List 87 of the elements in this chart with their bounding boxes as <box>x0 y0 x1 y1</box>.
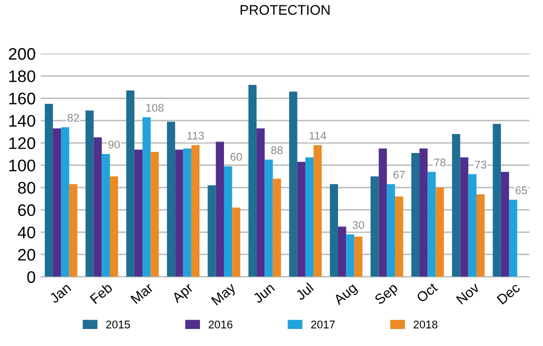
bar <box>126 90 134 277</box>
x-tick-label: May <box>210 282 238 308</box>
bar <box>289 92 298 277</box>
annotation: 114 <box>310 132 326 140</box>
bar <box>272 178 282 277</box>
bar <box>110 176 118 277</box>
bar <box>61 127 70 277</box>
bar <box>69 184 78 277</box>
x-tick-label: Aug <box>332 282 360 308</box>
annotation: 82 <box>68 114 79 122</box>
annotation: 108 <box>146 104 164 112</box>
bar <box>395 196 404 277</box>
y-tick-label: 200 <box>8 48 36 60</box>
bar <box>52 128 62 277</box>
bar <box>338 226 346 277</box>
y-tick-label: 20 <box>18 248 36 261</box>
bar <box>232 208 240 277</box>
annotation: 30 <box>352 220 364 229</box>
x-tick-label: Mar <box>130 282 154 304</box>
bar <box>183 148 192 277</box>
annotation: 78 <box>434 158 446 166</box>
bar <box>452 134 460 277</box>
bar <box>256 128 265 277</box>
annotation: 67 <box>393 170 405 179</box>
bar <box>509 200 518 277</box>
bar <box>264 160 273 277</box>
bar <box>386 184 396 277</box>
bar <box>216 142 224 277</box>
bar <box>150 152 159 277</box>
bar <box>94 137 102 277</box>
bar <box>86 110 94 277</box>
y-tick-label: 100 <box>9 160 36 172</box>
y-tick-label: 60 <box>18 204 36 216</box>
bar <box>102 154 110 277</box>
annotation: 65 <box>516 186 527 194</box>
bar <box>468 174 476 277</box>
bar <box>166 122 176 277</box>
y-tick-label: 120 <box>9 137 36 150</box>
x-tick-label: Apr <box>171 282 196 306</box>
bar <box>370 176 379 277</box>
bar <box>134 150 143 277</box>
y-tick-label: 180 <box>9 70 36 82</box>
bar <box>44 104 53 277</box>
bar <box>428 172 436 277</box>
chart-title: PROTECTION <box>240 5 330 15</box>
x-tick-label: Jan <box>48 282 72 304</box>
legend-label: 2015 <box>106 320 130 328</box>
bar <box>492 124 501 277</box>
bar <box>378 148 387 277</box>
y-tick-label: 160 <box>9 92 36 104</box>
bar <box>411 152 420 277</box>
y-tick-label: 140 <box>9 114 36 127</box>
x-tick-label: Jun <box>252 282 275 304</box>
annotation: 60 <box>230 152 242 161</box>
bar <box>297 162 306 277</box>
bar <box>191 145 200 277</box>
bar <box>354 236 362 277</box>
bar <box>476 194 485 277</box>
bar <box>330 184 338 277</box>
legend-label: 2016 <box>208 320 232 328</box>
y-tick-label: 0 <box>27 271 36 284</box>
bar <box>436 188 444 277</box>
annotation: 90 <box>108 140 120 149</box>
bar <box>248 84 257 277</box>
legend-label: 2017 <box>311 320 335 328</box>
annotation: 73 <box>474 160 486 169</box>
annotation: 113 <box>187 132 204 140</box>
bar <box>419 148 428 277</box>
bar <box>460 157 468 277</box>
bar <box>346 234 354 277</box>
x-tick-label: Oct <box>416 282 438 303</box>
x-tick-label: Sep <box>374 282 400 308</box>
annotation: 88 <box>271 146 283 154</box>
bar <box>224 166 232 277</box>
x-tick-label: Feb <box>89 282 113 304</box>
y-tick-label: 40 <box>18 226 36 238</box>
x-tick-label: Nov <box>456 282 480 305</box>
bar <box>305 157 314 277</box>
bar <box>500 172 510 277</box>
bar <box>142 117 151 277</box>
x-tick-label: Dec <box>496 282 521 305</box>
y-tick-label: 80 <box>18 182 36 194</box>
bar <box>208 185 216 277</box>
legend-label: 2018 <box>414 320 438 328</box>
bar <box>175 150 184 277</box>
bar <box>314 145 322 277</box>
x-tick-label: Jul <box>294 282 314 301</box>
